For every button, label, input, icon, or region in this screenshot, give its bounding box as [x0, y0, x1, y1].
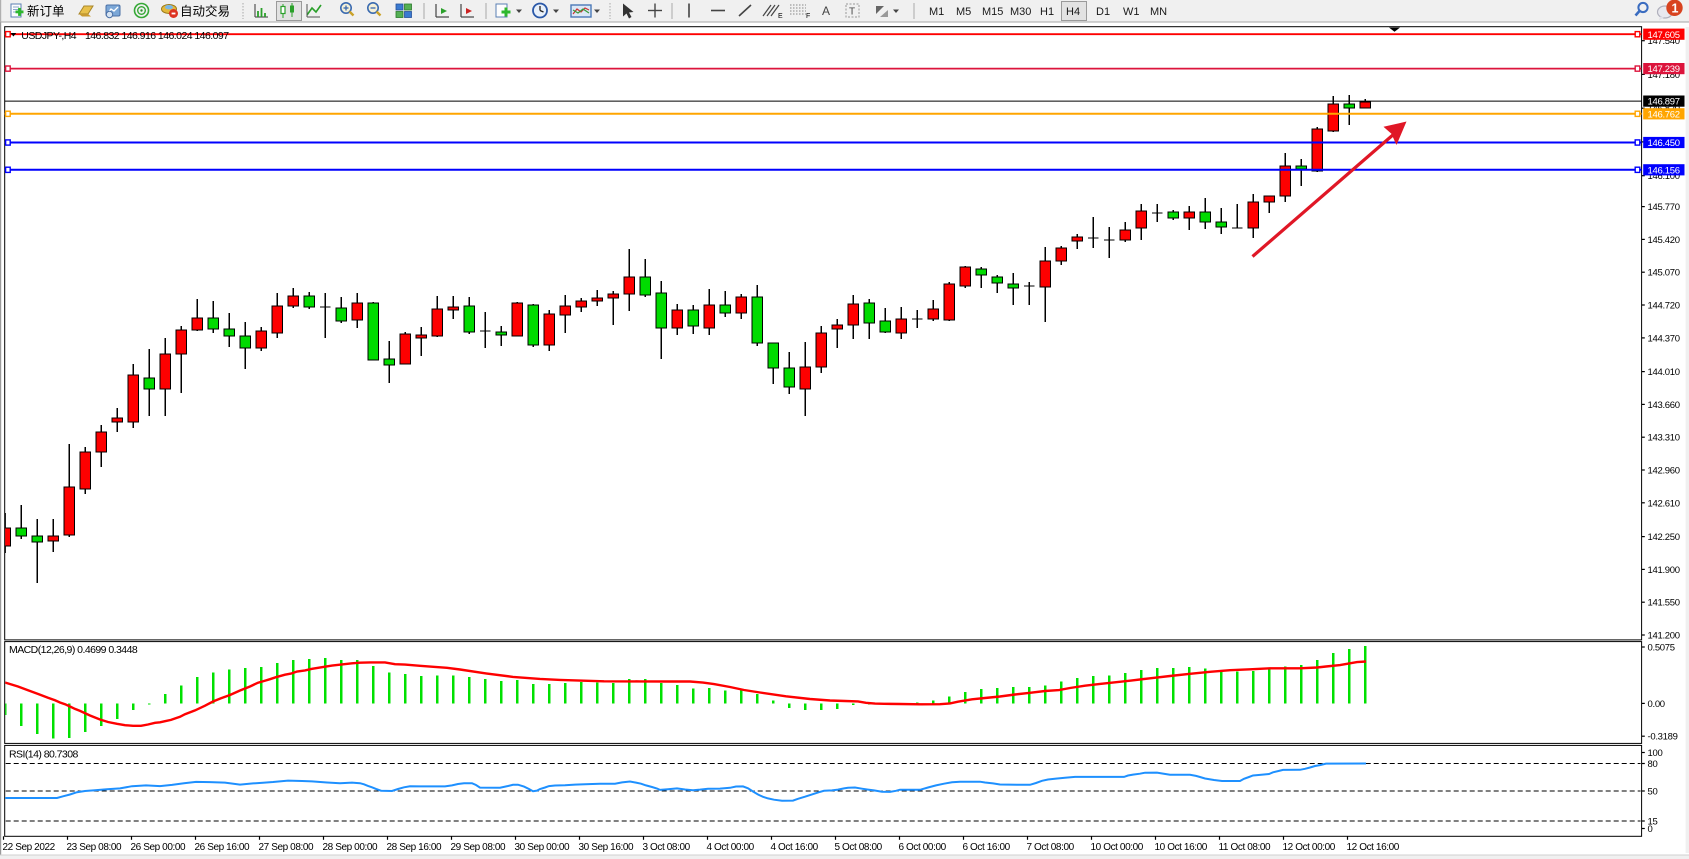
svg-text:5 Oct 08:00: 5 Oct 08:00 — [835, 842, 883, 853]
svg-text:147.540: 147.540 — [1648, 36, 1680, 47]
svg-text:28 Sep 00:00: 28 Sep 00:00 — [323, 842, 379, 853]
svg-text:141.550: 141.550 — [1648, 598, 1680, 609]
svg-text:4 Oct 16:00: 4 Oct 16:00 — [771, 842, 819, 853]
svg-text:H4: H4 — [1066, 6, 1080, 18]
svg-text:M30: M30 — [1010, 6, 1031, 18]
svg-text:30 Sep 16:00: 30 Sep 16:00 — [579, 842, 635, 853]
svg-text:M15: M15 — [982, 6, 1003, 18]
svg-text:144.720: 144.720 — [1648, 301, 1680, 312]
svg-text:M5: M5 — [956, 6, 971, 18]
svg-text:A: A — [822, 4, 830, 18]
svg-text:142.960: 142.960 — [1648, 466, 1680, 477]
svg-text:146.897: 146.897 — [1648, 97, 1680, 108]
svg-text:6 Oct 16:00: 6 Oct 16:00 — [963, 842, 1011, 853]
svg-text:144.370: 144.370 — [1648, 333, 1680, 344]
svg-text:146.100: 146.100 — [1648, 171, 1680, 182]
svg-text:142.610: 142.610 — [1648, 498, 1680, 509]
svg-text:29 Sep 08:00: 29 Sep 08:00 — [451, 842, 507, 853]
svg-text:26 Sep 00:00: 26 Sep 00:00 — [131, 842, 187, 853]
svg-text:50: 50 — [1648, 787, 1658, 798]
svg-text:141.900: 141.900 — [1648, 565, 1680, 576]
svg-text:146.450: 146.450 — [1648, 138, 1680, 149]
svg-text:145.070: 145.070 — [1648, 268, 1680, 279]
svg-text:3 Oct 08:00: 3 Oct 08:00 — [643, 842, 691, 853]
svg-text:4 Oct 00:00: 4 Oct 00:00 — [707, 842, 755, 853]
svg-text:80: 80 — [1648, 759, 1658, 770]
svg-text:M1: M1 — [929, 6, 944, 18]
svg-text:0: 0 — [1648, 824, 1653, 835]
svg-text:E: E — [778, 13, 783, 20]
svg-text:7 Oct 08:00: 7 Oct 08:00 — [1027, 842, 1075, 853]
svg-text:147.180: 147.180 — [1648, 70, 1680, 81]
svg-text:27 Sep 08:00: 27 Sep 08:00 — [259, 842, 315, 853]
svg-text:143.310: 143.310 — [1648, 433, 1680, 444]
svg-text:T: T — [849, 7, 855, 18]
svg-text:141.200: 141.200 — [1648, 631, 1680, 642]
svg-text:145.420: 145.420 — [1648, 235, 1680, 246]
svg-text:USDJPY-,H4 146.832 146.916 146: USDJPY-,H4 146.832 146.916 146.024 146.0… — [21, 30, 229, 42]
svg-text:144.010: 144.010 — [1648, 367, 1680, 378]
svg-text:26 Sep 16:00: 26 Sep 16:00 — [195, 842, 251, 853]
svg-text:F: F — [806, 13, 810, 20]
svg-text:自动交易: 自动交易 — [180, 4, 230, 19]
svg-text:15: 15 — [1648, 817, 1658, 828]
svg-text:142.250: 142.250 — [1648, 532, 1680, 543]
svg-text:100: 100 — [1648, 748, 1663, 759]
svg-text:147.239: 147.239 — [1648, 64, 1680, 75]
svg-text:146.156: 146.156 — [1648, 165, 1680, 176]
svg-text:147.605: 147.605 — [1648, 30, 1680, 41]
svg-text:0.5075: 0.5075 — [1648, 643, 1675, 654]
svg-text:145.770: 145.770 — [1648, 202, 1680, 213]
svg-text:10 Oct 00:00: 10 Oct 00:00 — [1091, 842, 1144, 853]
svg-text:12 Oct 16:00: 12 Oct 16:00 — [1347, 842, 1400, 853]
svg-text:0.00: 0.00 — [1648, 699, 1665, 710]
svg-text:H1: H1 — [1040, 6, 1054, 18]
svg-text:30 Sep 00:00: 30 Sep 00:00 — [515, 842, 571, 853]
svg-text:W1: W1 — [1123, 6, 1140, 18]
svg-text:1: 1 — [1672, 1, 1679, 15]
svg-text:10 Oct 16:00: 10 Oct 16:00 — [1155, 842, 1208, 853]
svg-text:MN: MN — [1150, 6, 1167, 18]
svg-text:143.660: 143.660 — [1648, 400, 1680, 411]
svg-text:146.762: 146.762 — [1648, 109, 1680, 120]
svg-text:6 Oct 00:00: 6 Oct 00:00 — [899, 842, 947, 853]
svg-text:11 Oct 08:00: 11 Oct 08:00 — [1219, 842, 1272, 853]
svg-text:新订单: 新订单 — [27, 4, 65, 19]
svg-text:MACD(12,26,9) 0.4699 0.3448: MACD(12,26,9) 0.4699 0.3448 — [9, 644, 138, 656]
svg-text:23 Sep 08:00: 23 Sep 08:00 — [67, 842, 123, 853]
svg-text:22 Sep 2022: 22 Sep 2022 — [3, 842, 56, 853]
svg-text:28 Sep 16:00: 28 Sep 16:00 — [387, 842, 443, 853]
svg-text:12 Oct 00:00: 12 Oct 00:00 — [1283, 842, 1336, 853]
svg-text:D1: D1 — [1096, 6, 1110, 18]
svg-text:RSI(14) 80.7308: RSI(14) 80.7308 — [9, 749, 79, 761]
svg-text:-0.3189: -0.3189 — [1648, 732, 1678, 743]
